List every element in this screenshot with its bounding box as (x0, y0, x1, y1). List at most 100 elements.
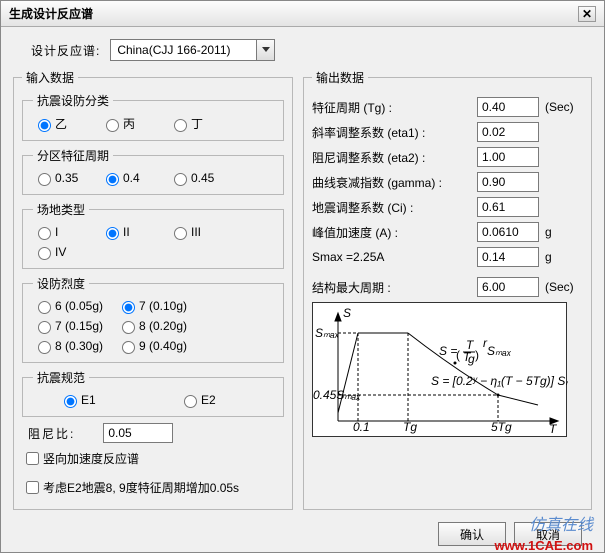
output-value[interactable] (477, 197, 539, 217)
vertical-checkbox-row[interactable]: 竖向加速度反应谱 (22, 449, 284, 468)
e2-label: 考虑E2地震8, 9度特征周期增加0.05s (43, 479, 239, 496)
output-legend: 输出数据 (312, 69, 368, 86)
output-value[interactable] (477, 97, 539, 117)
output-row: 特征周期 (Tg) :(Sec) (312, 97, 583, 117)
intensity-label: 7 (0.10g) (139, 299, 187, 313)
zone-option[interactable]: 0.45 (169, 170, 231, 186)
site-label: IV (55, 245, 66, 259)
site-radio[interactable] (38, 227, 51, 240)
intensity-group: 设防烈度 6 (0.05g)7 (0.10g)7 (0.15g)8 (0.20g… (22, 275, 284, 363)
zone-radio[interactable] (106, 173, 119, 186)
seismic-radio[interactable] (174, 119, 187, 132)
output-label: 地震调整系数 (Ci) : (312, 199, 477, 216)
site-type-group: 场地类型 IIIIIIIV (22, 201, 284, 269)
zone-option[interactable]: 0.4 (101, 170, 163, 186)
output-row: 斜率调整系数 (eta1) : (312, 122, 583, 142)
intensity-radio[interactable] (122, 321, 135, 334)
intensity-radio[interactable] (122, 341, 135, 354)
output-row: 阻尼调整系数 (eta2) : (312, 147, 583, 167)
code-option[interactable]: E1 (59, 392, 121, 408)
damping-label: 阻尼比: (28, 425, 75, 442)
output-row: 地震调整系数 (Ci) : (312, 197, 583, 217)
e2-checkbox-row[interactable]: 考虑E2地震8, 9度特征周期增加0.05s (22, 478, 284, 497)
seismic-option[interactable]: 丙 (101, 115, 163, 132)
max-period-row: 结构最大周期 : (Sec) (312, 277, 583, 297)
spectrum-diagram: S Sₘₐₓ 0.45Sₘₐₓ 0.1 Tg 5Tg T S = ( T (312, 302, 567, 437)
intensity-radio[interactable] (38, 321, 51, 334)
svg-text:0.45Sₘₐₓ: 0.45Sₘₐₓ (313, 388, 361, 402)
intensity-option[interactable]: 7 (0.10g) (117, 298, 195, 314)
max-period-label: 结构最大周期 : (312, 279, 477, 296)
intensity-option[interactable]: 8 (0.30g) (33, 338, 111, 354)
watermark-url: www.1CAE.com (495, 538, 593, 553)
output-value[interactable] (477, 222, 539, 242)
code-label: E2 (201, 393, 216, 407)
svg-text:0.1: 0.1 (353, 420, 370, 434)
chevron-down-icon[interactable] (256, 40, 274, 60)
intensity-option[interactable]: 8 (0.20g) (117, 318, 195, 334)
seismic-radio[interactable] (38, 119, 51, 132)
svg-text:g: g (468, 352, 475, 366)
close-icon[interactable]: ✕ (578, 6, 596, 22)
output-label: 阻尼调整系数 (eta2) : (312, 149, 477, 166)
site-label: I (55, 225, 58, 239)
output-data-group: 输出数据 特征周期 (Tg) :(Sec) 斜率调整系数 (eta1) : 阻尼调整… (303, 69, 592, 510)
output-value[interactable] (477, 172, 539, 192)
site-option[interactable]: IV (33, 244, 95, 260)
svg-text:T: T (549, 422, 558, 436)
vertical-checkbox[interactable] (26, 452, 39, 465)
spectrum-label: 设计反应谱: (31, 42, 100, 59)
code-option[interactable]: E2 (179, 392, 241, 408)
svg-text:(: ( (456, 348, 460, 362)
e2-checkbox[interactable] (26, 481, 39, 494)
max-period-input[interactable] (477, 277, 539, 297)
input-legend: 输入数据 (22, 69, 78, 86)
code-group: 抗震规范 E1E2 (22, 369, 284, 417)
spectrum-select[interactable] (110, 39, 275, 61)
zone-label: 0.45 (191, 171, 214, 185)
zone-radio[interactable] (174, 173, 187, 186)
output-row: 曲线衰减指数 (gamma) : (312, 172, 583, 192)
zone-option[interactable]: 0.35 (33, 170, 95, 186)
site-option[interactable]: II (101, 224, 163, 240)
seismic-class-group: 抗震设防分类 乙丙丁 (22, 92, 284, 141)
svg-text:Sₘₐₓ: Sₘₐₓ (315, 326, 340, 340)
output-value[interactable] (477, 147, 539, 167)
seismic-option[interactable]: 乙 (33, 115, 95, 132)
intensity-label: 9 (0.40g) (139, 339, 187, 353)
code-radio[interactable] (64, 395, 77, 408)
site-option[interactable]: III (169, 224, 231, 240)
intensity-option[interactable]: 7 (0.15g) (33, 318, 111, 334)
intensity-radio[interactable] (38, 301, 51, 314)
site-radio[interactable] (38, 247, 51, 260)
output-label: Smax =2.25A (312, 250, 477, 264)
svg-text:5Tg: 5Tg (491, 420, 512, 434)
site-radio[interactable] (174, 227, 187, 240)
output-row: Smax =2.25Ag (312, 247, 583, 267)
site-radio[interactable] (106, 227, 119, 240)
seismic-label: 丙 (123, 115, 135, 132)
output-unit: g (545, 225, 583, 239)
intensity-radio[interactable] (122, 301, 135, 314)
output-value[interactable] (477, 247, 539, 267)
zone-radio[interactable] (38, 173, 51, 186)
site-option[interactable]: I (33, 224, 95, 240)
intensity-label: 8 (0.20g) (139, 319, 187, 333)
input-data-group: 输入数据 抗震设防分类 乙丙丁 分区特征周期 0.350.40.45 场地类型 … (13, 69, 293, 510)
svg-text:S: S (343, 306, 351, 320)
code-radio[interactable] (184, 395, 197, 408)
intensity-option[interactable]: 9 (0.40g) (117, 338, 195, 354)
output-label: 特征周期 (Tg) : (312, 99, 477, 116)
intensity-label: 8 (0.30g) (55, 339, 103, 353)
titlebar: 生成设计反应谱 ✕ (1, 1, 604, 27)
damping-input[interactable] (103, 423, 173, 443)
output-value[interactable] (477, 122, 539, 142)
intensity-radio[interactable] (38, 341, 51, 354)
watermark-text: 仿真在线 (529, 511, 593, 535)
spectrum-value[interactable] (111, 40, 256, 60)
intensity-option[interactable]: 6 (0.05g) (33, 298, 111, 314)
seismic-label: 乙 (55, 115, 67, 132)
intensity-label: 7 (0.15g) (55, 319, 103, 333)
seismic-option[interactable]: 丁 (169, 115, 231, 132)
seismic-radio[interactable] (106, 119, 119, 132)
